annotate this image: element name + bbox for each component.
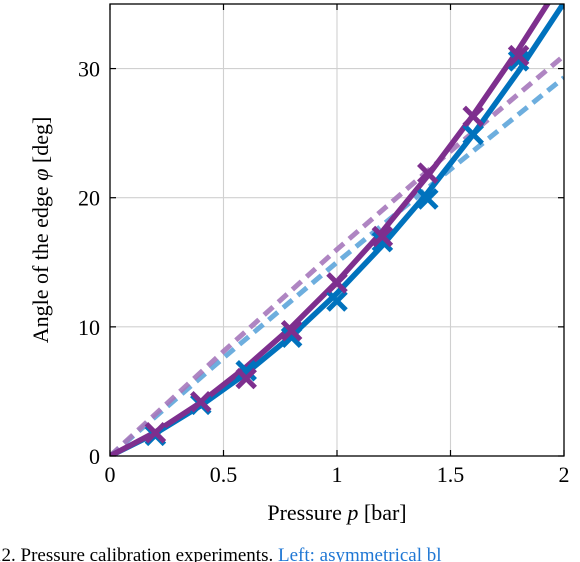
- caption-link: Left: asymmetrical bl: [278, 545, 442, 562]
- data-point-marker: [507, 50, 530, 72]
- x-tick-label: 1: [332, 462, 343, 487]
- marker-stroke: [417, 162, 439, 184]
- marker-stroke: [371, 225, 394, 248]
- marker-stroke: [235, 359, 257, 382]
- x-tick-label: 0: [105, 462, 116, 487]
- data-point-marker: [190, 390, 212, 413]
- y-tick-label: 10: [78, 315, 100, 340]
- y-tick-label: 20: [78, 186, 100, 211]
- grid: [110, 4, 564, 456]
- data-point-marker: [280, 319, 303, 342]
- caption-text: 12. Pressure calibration experiments.: [0, 545, 278, 562]
- data-point-marker: [417, 188, 439, 210]
- data-point-marker: [280, 326, 303, 348]
- figure-caption: 12. Pressure calibration experiments. Le…: [0, 545, 442, 562]
- marker-stroke: [507, 44, 530, 67]
- marker-stroke: [144, 421, 167, 444]
- marker-stroke: [280, 319, 303, 342]
- model-curve-dashed: [110, 75, 564, 456]
- y-axis-label: Angle of the edge φ [deg]: [28, 117, 53, 344]
- marker-stroke: [190, 390, 212, 413]
- data-point-marker: [235, 367, 257, 390]
- y-tick-label: 30: [78, 57, 100, 82]
- marker-stroke: [417, 188, 439, 210]
- marker-stroke: [507, 50, 530, 72]
- data-point-marker: [235, 359, 257, 382]
- data-point-marker: [371, 225, 394, 248]
- x-axis-label: Pressure p [bar]: [267, 500, 406, 525]
- x-tick-label: 1.5: [437, 462, 465, 487]
- data-point-marker: [144, 421, 167, 444]
- marker-stroke: [280, 326, 303, 348]
- y-tick-label: 0: [89, 444, 100, 469]
- series-layer: [110, 4, 564, 456]
- data-point-marker: [462, 105, 484, 128]
- data-point-marker: [326, 272, 348, 294]
- model-curve-dashed: [110, 53, 564, 456]
- marker-stroke: [462, 105, 484, 128]
- x-tick-label: 2: [559, 462, 570, 487]
- marker-stroke: [371, 230, 394, 253]
- marker-stroke: [326, 272, 348, 294]
- marker-stroke: [326, 290, 348, 312]
- marker-stroke: [462, 123, 484, 146]
- marker-stroke: [235, 367, 257, 390]
- data-point-marker: [507, 44, 530, 67]
- data-point-marker: [326, 290, 348, 312]
- x-tick-label: 0.5: [210, 462, 238, 487]
- data-point-marker: [462, 123, 484, 146]
- data-point-marker: [417, 162, 439, 184]
- data-point-marker: [371, 230, 394, 253]
